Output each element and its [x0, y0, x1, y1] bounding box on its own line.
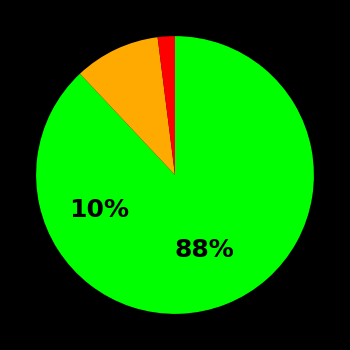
Text: 10%: 10% [70, 198, 130, 223]
Wedge shape [36, 36, 314, 314]
Text: 88%: 88% [175, 238, 235, 262]
Wedge shape [80, 37, 175, 175]
Wedge shape [158, 36, 175, 175]
